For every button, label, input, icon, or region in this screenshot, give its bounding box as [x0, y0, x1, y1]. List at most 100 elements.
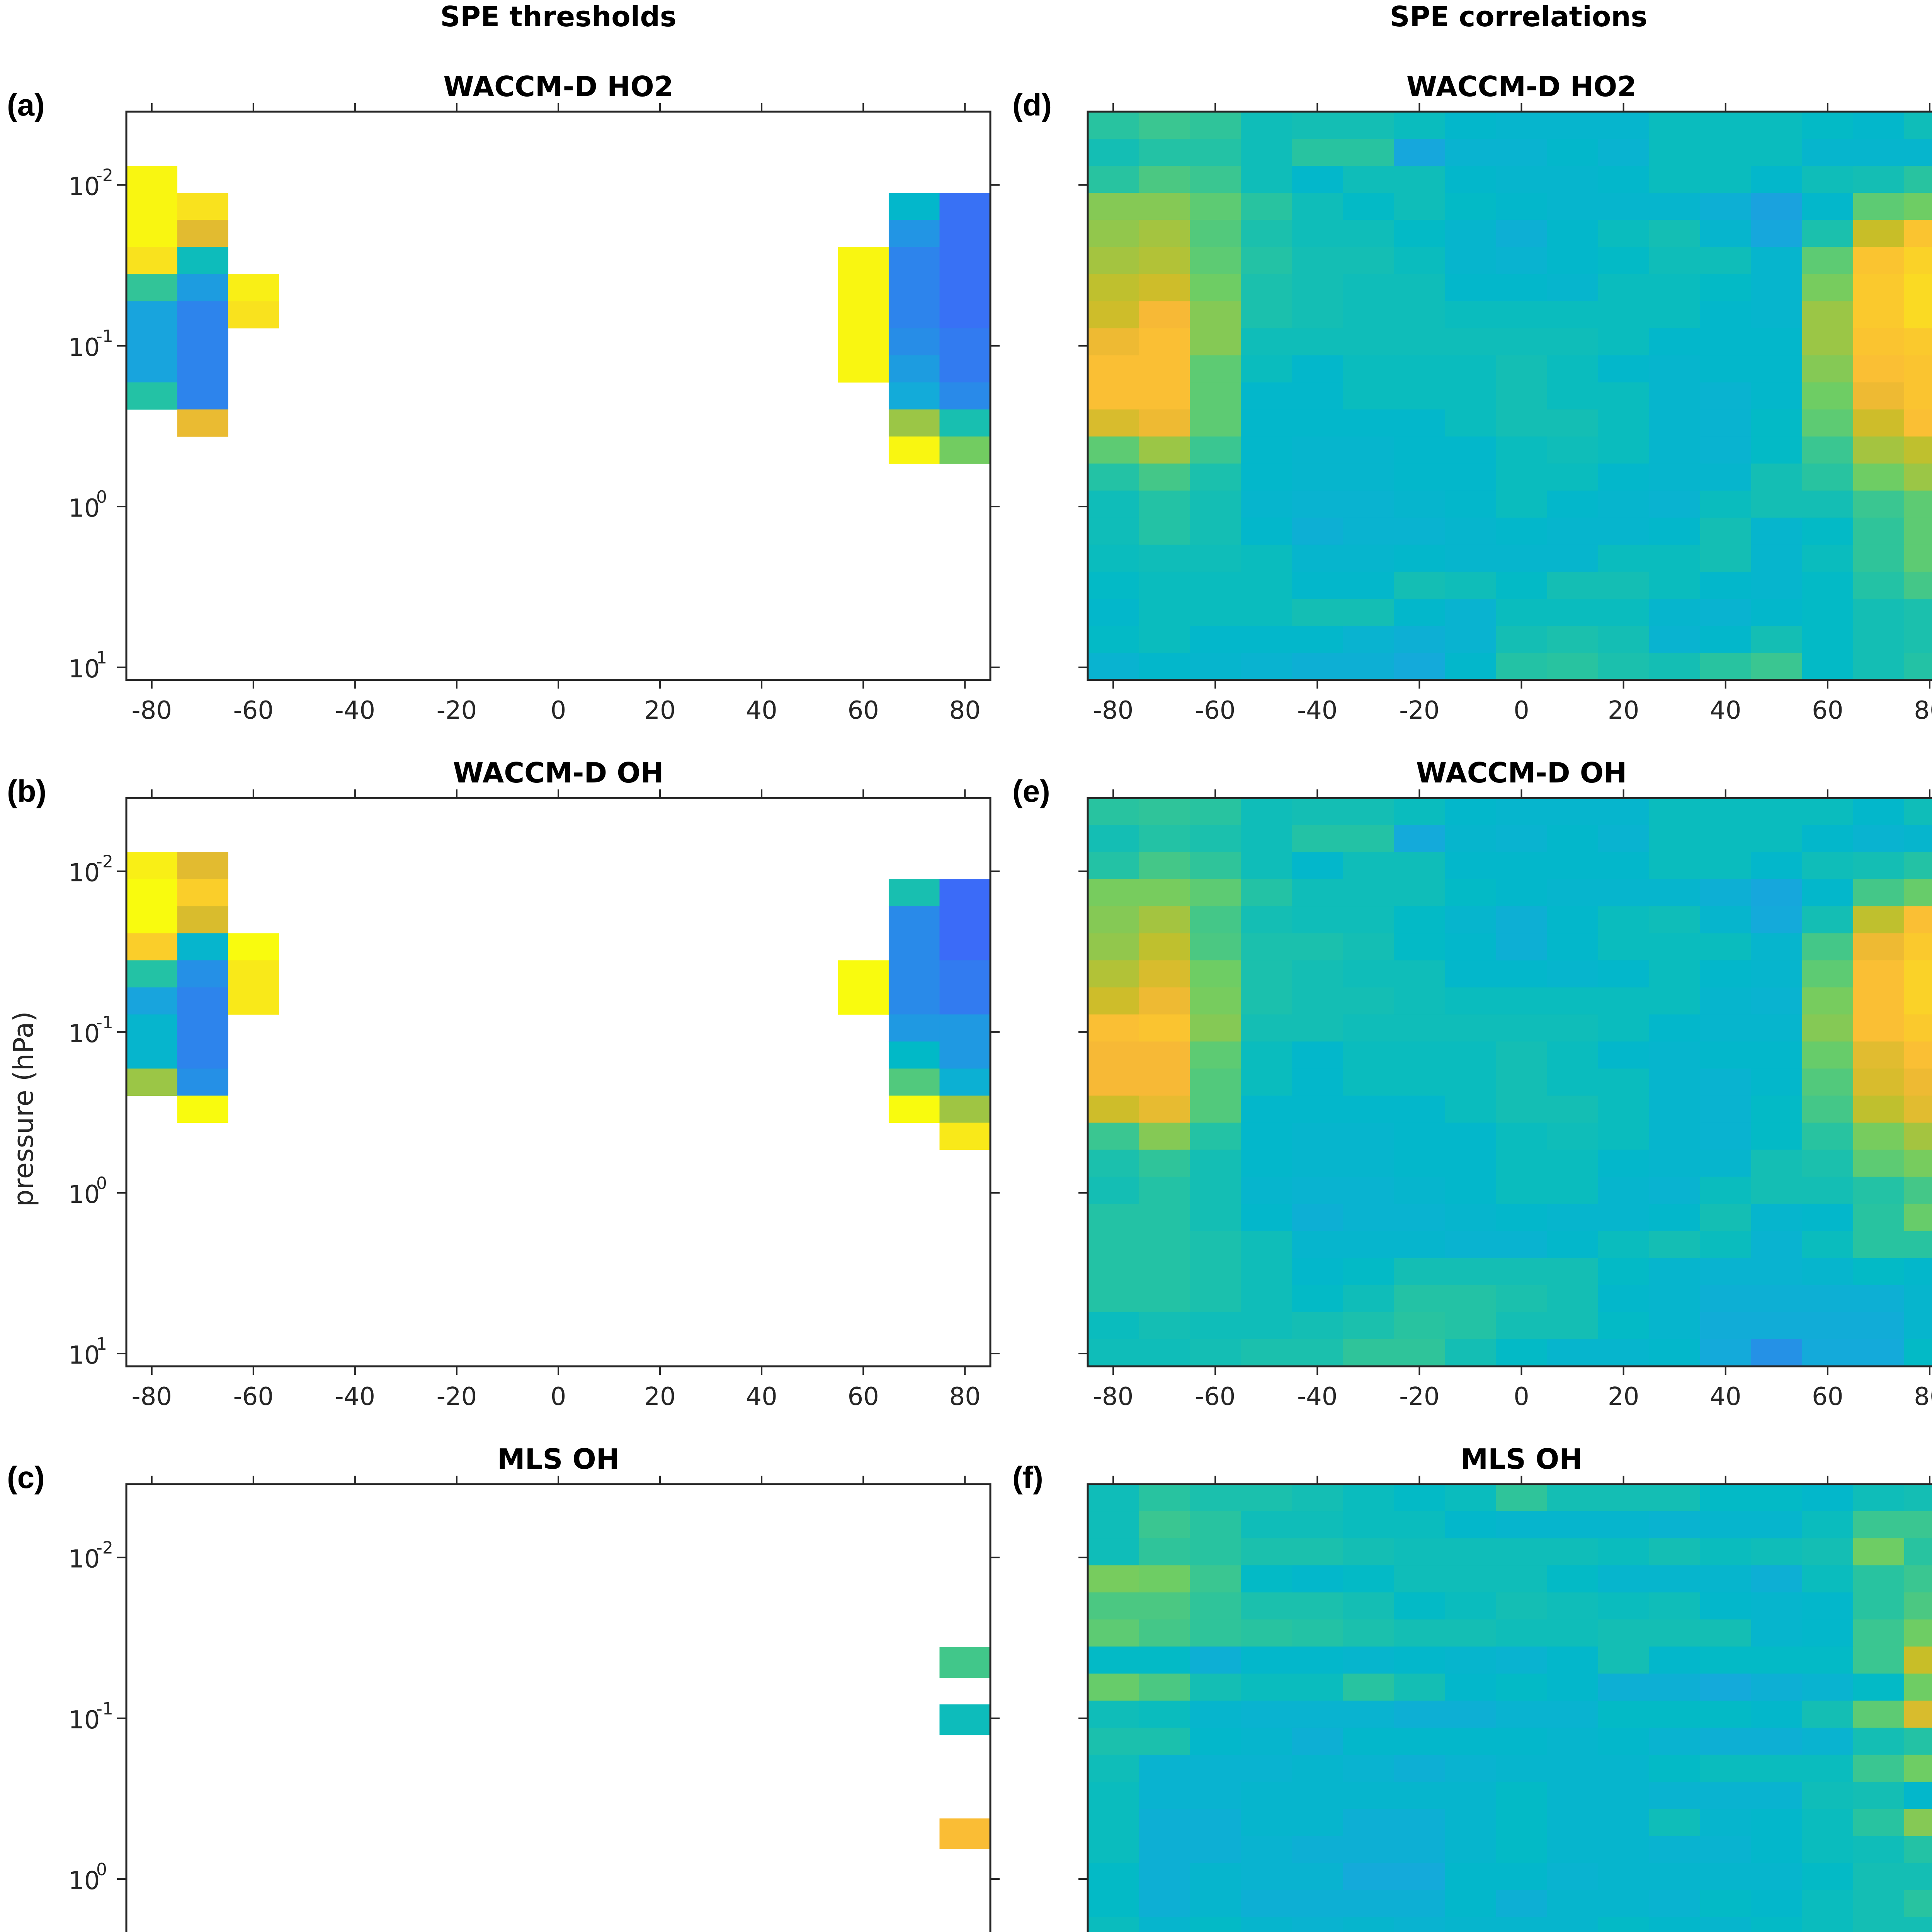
heatmap-cell	[1292, 1014, 1344, 1042]
heatmap-cell	[1394, 1095, 1446, 1123]
heatmap-cell	[1088, 1095, 1139, 1123]
heatmap-cell	[1190, 1231, 1241, 1259]
heatmap-cell	[1445, 798, 1497, 825]
heatmap-cell	[1802, 1701, 1854, 1728]
column-title-correlations: SPE correlations	[1390, 0, 1648, 33]
heatmap-cell	[1904, 987, 1932, 1015]
heatmap-cell	[1139, 626, 1190, 653]
heatmap-cell	[1394, 987, 1446, 1015]
heatmap-cell	[1496, 933, 1548, 961]
heatmap-cell	[1343, 1836, 1395, 1864]
heatmap-cell	[1496, 409, 1548, 437]
heatmap-cell	[1904, 1728, 1932, 1755]
panel-title: WACCM-D HO2	[443, 70, 673, 103]
heatmap-cell	[1802, 1285, 1854, 1313]
heatmap-cell	[1904, 1782, 1932, 1810]
heatmap-cell	[1853, 382, 1905, 410]
heatmap-cell	[1802, 490, 1854, 518]
heatmap-cell	[1802, 1890, 1854, 1918]
heatmap-cell	[1445, 987, 1497, 1015]
heatmap-cell	[1904, 960, 1932, 988]
heatmap-cell	[1496, 1755, 1548, 1782]
heatmap-cell	[1598, 436, 1650, 464]
heatmap-cell	[1751, 653, 1803, 680]
heatmap-cell	[1394, 571, 1446, 599]
heatmap-cell	[1445, 1068, 1497, 1096]
heatmap-cell	[1547, 1339, 1599, 1367]
heatmap-cell	[1088, 1258, 1139, 1286]
heatmap-cell	[1802, 139, 1854, 166]
heatmap-cell	[1496, 1917, 1548, 1932]
heatmap-cell	[1700, 517, 1752, 545]
heatmap-cell	[1598, 571, 1650, 599]
heatmap-cell	[1802, 599, 1854, 626]
heatmap-cell	[1088, 1068, 1139, 1096]
heatmap-cell	[1241, 1836, 1293, 1864]
heatmap-cell	[1445, 1122, 1497, 1150]
heatmap-cell	[1547, 1511, 1599, 1539]
heatmap-cell	[1241, 517, 1293, 545]
heatmap-cell	[1292, 1890, 1344, 1918]
heatmap-cell	[1445, 301, 1497, 329]
x-tick-label: -20	[437, 1383, 477, 1411]
y-tick-exponent: 0	[96, 1173, 107, 1193]
heatmap-cell	[1088, 571, 1139, 599]
heatmap-cell	[1190, 1484, 1241, 1512]
x-tick-label: -20	[1399, 696, 1440, 725]
heatmap-cell	[1496, 1068, 1548, 1096]
heatmap-cell	[939, 1014, 991, 1069]
heatmap-cell	[1394, 1836, 1446, 1864]
heatmap-cell	[1088, 1755, 1139, 1782]
heatmap-cell	[1190, 463, 1241, 491]
heatmap-cell	[1394, 1258, 1446, 1286]
x-tick-label: -40	[1297, 1383, 1338, 1411]
heatmap-cell	[1904, 852, 1932, 879]
heatmap-cell	[1139, 987, 1190, 1015]
heatmap-cell	[1088, 355, 1139, 383]
heatmap-cell	[1751, 1014, 1803, 1042]
heatmap-cell	[1751, 1863, 1803, 1891]
heatmap-cell	[1088, 1204, 1139, 1231]
heatmap-cell	[1139, 852, 1190, 879]
heatmap-cell	[1496, 1484, 1548, 1512]
heatmap-cell	[1547, 1312, 1599, 1340]
heatmap-cell	[1088, 1782, 1139, 1810]
heatmap-cell	[1343, 1204, 1395, 1231]
heatmap-cell	[1649, 1068, 1701, 1096]
heatmap-cell	[1853, 247, 1905, 275]
heatmap-cell	[1241, 1863, 1293, 1891]
heatmap-cell	[1649, 933, 1701, 961]
heatmap-cell	[1088, 599, 1139, 626]
heatmap-cell	[1292, 798, 1344, 825]
heatmap-cell	[1751, 1728, 1803, 1755]
heatmap-cell	[1802, 1809, 1854, 1837]
heatmap-cell	[1241, 1484, 1293, 1512]
heatmap-cell	[1598, 409, 1650, 437]
heatmap-cell	[1649, 274, 1701, 302]
heatmap-cell	[1700, 1068, 1752, 1096]
heatmap-cell	[1139, 1782, 1190, 1810]
x-tick-label: 40	[746, 1383, 777, 1411]
heatmap-cell	[1088, 987, 1139, 1015]
heatmap-cell	[1139, 960, 1190, 988]
heatmap-cell	[1547, 1177, 1599, 1204]
heatmap-cell	[1802, 825, 1854, 852]
heatmap-cell	[1139, 798, 1190, 825]
heatmap-cell	[1190, 1917, 1241, 1932]
heatmap-cell	[1547, 274, 1599, 302]
heatmap-cell	[888, 220, 940, 247]
heatmap-cell	[1853, 1890, 1905, 1918]
heatmap-cell	[1190, 220, 1241, 248]
heatmap-cell	[228, 933, 279, 961]
heatmap-cell	[1751, 1122, 1803, 1150]
heatmap-cell	[1751, 626, 1803, 653]
heatmap-cell	[1700, 1592, 1752, 1620]
heatmap-cell	[1853, 517, 1905, 545]
heatmap-cell	[1649, 599, 1701, 626]
heatmap-cell	[1292, 1619, 1344, 1647]
heatmap-cell	[1904, 166, 1932, 193]
heatmap-cell	[1343, 1285, 1395, 1313]
heatmap-cell	[1088, 1511, 1139, 1539]
heatmap-cell	[1598, 960, 1650, 988]
heatmap-cell	[1394, 906, 1446, 934]
